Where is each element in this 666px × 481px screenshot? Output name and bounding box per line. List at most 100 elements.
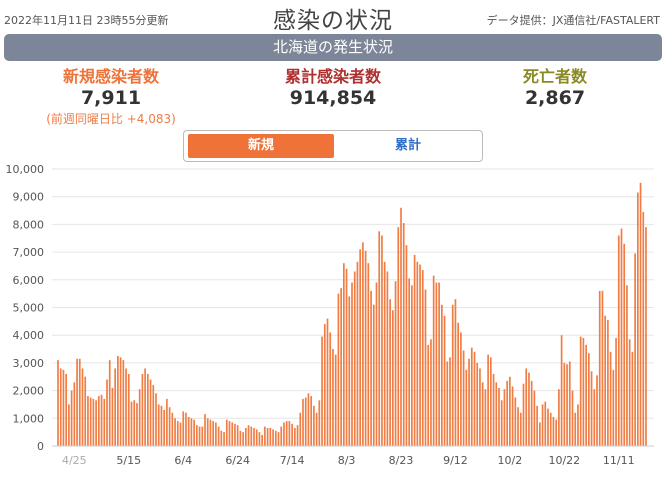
bar — [549, 412, 552, 446]
bar — [73, 382, 76, 446]
bar — [476, 362, 479, 446]
y-tick-label: 4,000 — [13, 329, 45, 342]
x-tick-label: 11/11 — [603, 454, 635, 467]
bar — [394, 281, 397, 446]
bar — [152, 385, 155, 446]
bar — [370, 290, 372, 446]
x-tick-label: 8/3 — [338, 454, 356, 467]
bar — [293, 427, 296, 446]
bar — [530, 380, 533, 446]
bar — [443, 315, 446, 446]
bar — [136, 403, 138, 446]
bar — [340, 288, 342, 446]
bar — [609, 351, 612, 446]
bar — [76, 358, 78, 446]
bar — [506, 380, 509, 446]
bar — [555, 419, 558, 446]
bar — [326, 318, 329, 446]
bar — [525, 368, 528, 446]
bar — [375, 282, 378, 446]
bar — [201, 426, 204, 446]
bar — [288, 421, 291, 446]
bar — [307, 393, 310, 446]
bar — [206, 418, 209, 446]
bar — [615, 337, 617, 446]
stat-new-comparison: (前週同曜日比 +4,083) — [46, 112, 176, 126]
bar — [353, 271, 356, 446]
view-toggle: 新規 累計 — [183, 130, 483, 162]
bar — [462, 350, 465, 446]
bar — [225, 419, 228, 446]
bar — [234, 423, 236, 446]
bar — [367, 263, 370, 446]
bar — [198, 426, 201, 446]
bar — [81, 368, 84, 446]
x-tick-label: 7/14 — [280, 454, 305, 467]
stat-deaths-value: 2,867 — [524, 87, 586, 109]
bar — [127, 373, 130, 446]
bar — [190, 418, 193, 446]
bar — [620, 228, 623, 446]
bar — [185, 412, 187, 446]
bar — [125, 368, 127, 446]
bar — [547, 408, 549, 446]
y-tick-label: 0 — [37, 440, 44, 453]
bar — [544, 401, 547, 446]
bar — [378, 231, 381, 446]
bar — [302, 398, 304, 446]
bar — [304, 397, 307, 446]
x-tick-label: 4/25 — [62, 454, 87, 467]
bar — [157, 404, 160, 446]
bar — [351, 282, 353, 446]
bar — [345, 268, 348, 446]
bar — [253, 427, 255, 446]
bar — [174, 418, 176, 446]
bar — [291, 423, 293, 446]
tab-cumulative[interactable]: 累計 — [394, 138, 421, 153]
bar — [193, 419, 195, 446]
bar — [318, 400, 321, 446]
bar — [503, 389, 506, 446]
bar — [552, 416, 555, 446]
bar — [114, 368, 117, 446]
bar — [342, 263, 345, 446]
bar — [283, 422, 285, 446]
bar — [106, 379, 108, 446]
bar — [299, 412, 302, 446]
bar — [209, 419, 212, 446]
bar — [509, 376, 511, 446]
bar — [408, 278, 411, 446]
x-tick-label: 6/4 — [174, 454, 192, 467]
y-tick-label: 9,000 — [13, 191, 45, 204]
tab-new[interactable]: 新規 — [188, 134, 334, 158]
bar — [348, 296, 351, 446]
bar — [427, 344, 430, 446]
bar — [285, 421, 288, 446]
bar — [636, 192, 639, 446]
bar — [334, 354, 337, 446]
bar — [522, 383, 525, 446]
bar — [176, 421, 179, 446]
bar — [239, 430, 242, 446]
bar — [272, 429, 274, 446]
stat-new-cases: 新規感染者数 7,911 (前週同曜日比 +4,083) — [26, 63, 196, 127]
y-tick-label: 1,000 — [13, 412, 45, 425]
bar — [70, 390, 73, 446]
bar — [446, 361, 449, 446]
bar — [460, 332, 462, 446]
bar — [500, 400, 503, 446]
data-source: データ提供：JX通信社/FASTALERT — [486, 14, 660, 27]
bar — [204, 414, 206, 446]
bar — [517, 407, 519, 446]
bar — [519, 412, 522, 446]
bar — [274, 430, 277, 446]
bar — [454, 299, 457, 446]
bar — [536, 405, 538, 446]
bar — [533, 390, 536, 446]
bar — [87, 396, 89, 446]
bar — [321, 336, 323, 446]
bar — [59, 368, 62, 446]
bar — [97, 396, 100, 446]
bar — [424, 289, 427, 446]
bar — [166, 398, 168, 446]
